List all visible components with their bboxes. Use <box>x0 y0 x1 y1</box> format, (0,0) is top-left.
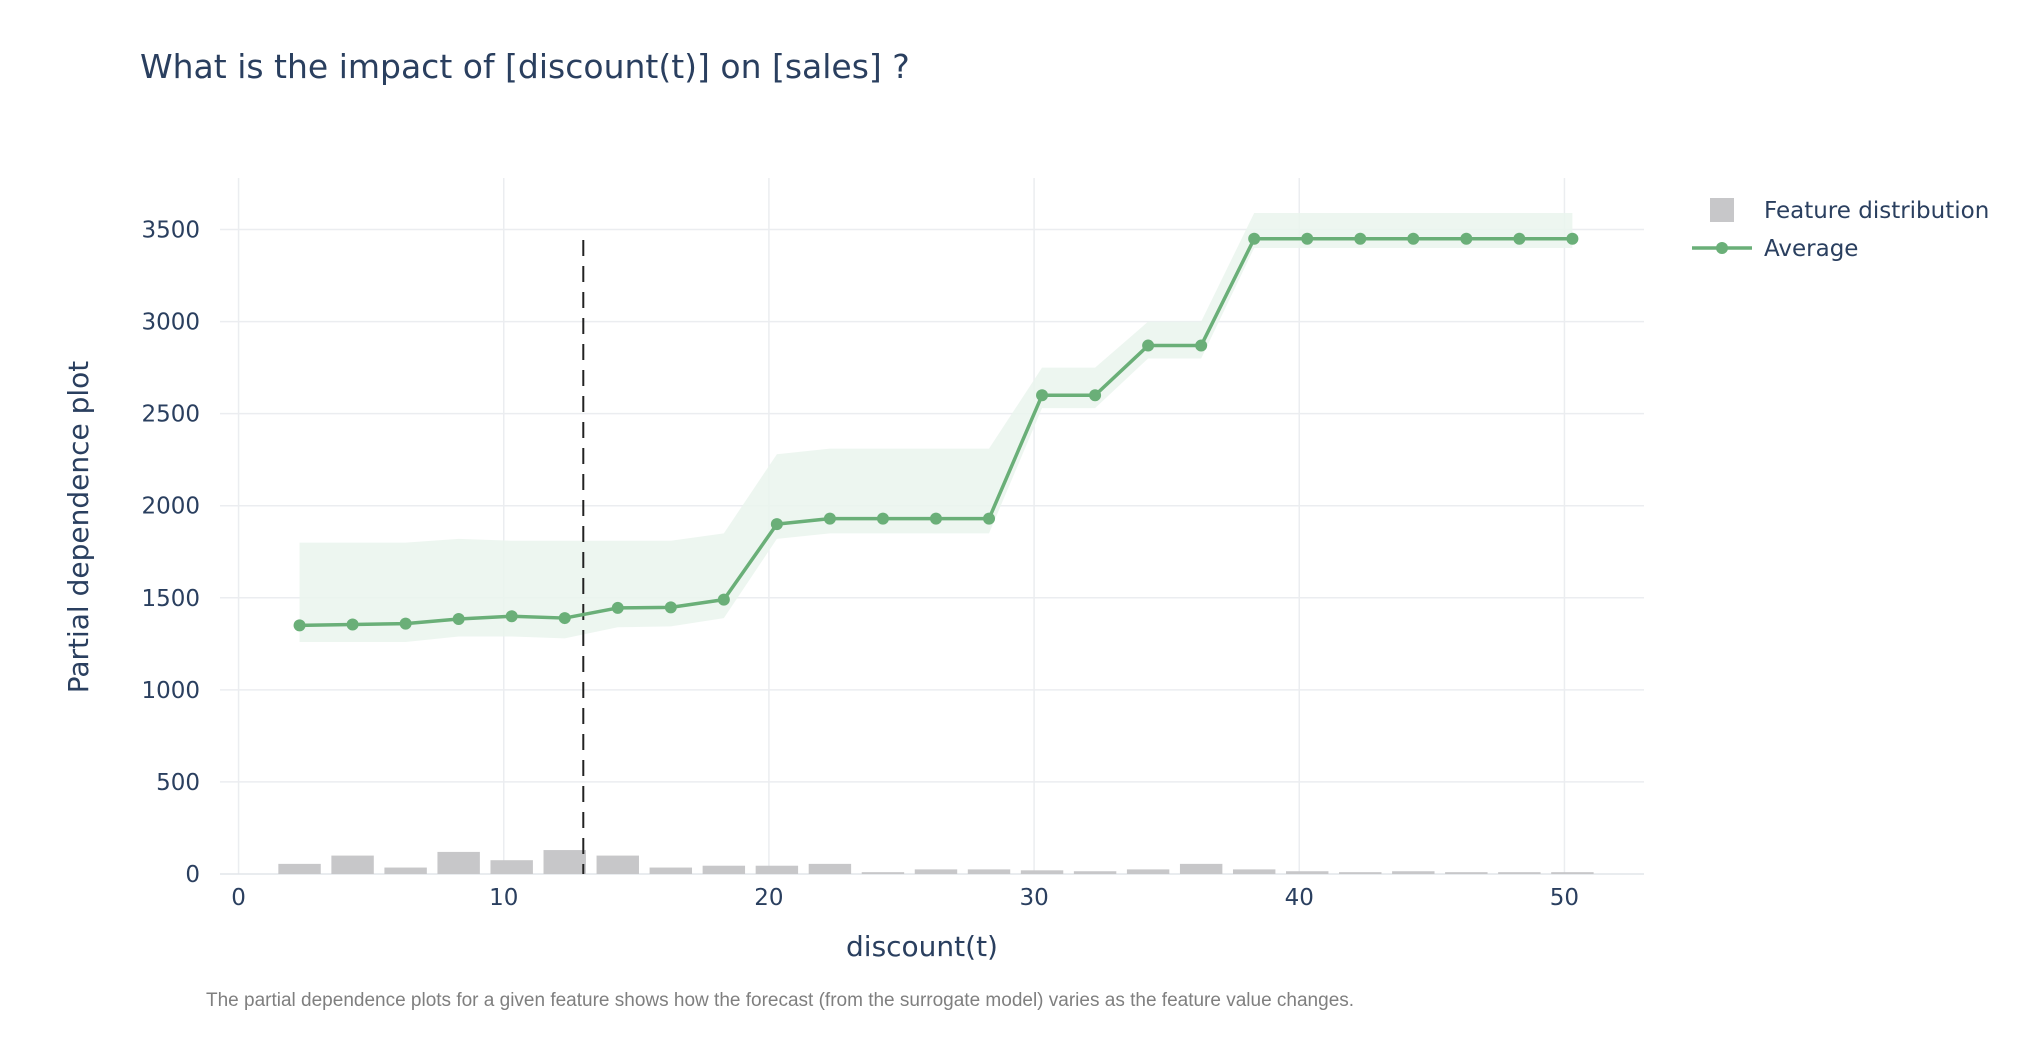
distribution-bar <box>1445 872 1488 874</box>
x-tick-label: 30 <box>1019 885 1048 911</box>
average-series <box>293 232 1579 632</box>
x-tick-label: 20 <box>754 885 783 911</box>
distribution-bar <box>1020 870 1064 874</box>
average-point[interactable] <box>770 518 783 531</box>
y-tick-label: 0 <box>185 862 200 888</box>
distribution-bar <box>384 867 427 874</box>
average-point[interactable] <box>929 512 942 525</box>
average-point[interactable] <box>293 619 306 632</box>
chart-title: What is the impact of [discount(t)] on [… <box>140 47 910 86</box>
average-point[interactable] <box>1248 232 1261 245</box>
chart-caption: The partial dependence plots for a given… <box>206 990 1354 1011</box>
average-point[interactable] <box>346 618 359 631</box>
confidence-band-area <box>299 212 1573 642</box>
average-point[interactable] <box>664 601 677 614</box>
average-point[interactable] <box>1036 389 1049 402</box>
average-point[interactable] <box>1301 232 1314 245</box>
distribution-bar <box>1551 872 1594 874</box>
distribution-bar <box>914 869 958 874</box>
distribution-bar <box>1126 869 1170 874</box>
distribution-bar <box>755 865 799 874</box>
y-tick-label: 2000 <box>141 494 200 520</box>
y-axis-ticks: 0 500 1000 1500 2000 2500 3000 3500 <box>141 218 200 888</box>
average-point[interactable] <box>1089 389 1102 402</box>
legend-item[interactable]: Average <box>1692 236 1858 262</box>
distribution-bar <box>278 863 321 874</box>
average-point[interactable] <box>1566 232 1579 245</box>
legend-label: Average <box>1764 236 1858 262</box>
distribution-bar <box>1232 869 1276 874</box>
distribution-bar <box>596 855 639 874</box>
y-tick-label: 500 <box>156 770 200 796</box>
y-tick-label: 1500 <box>141 586 200 612</box>
average-point[interactable] <box>452 612 465 625</box>
x-tick-label: 0 <box>231 885 246 911</box>
distribution-bar <box>543 850 586 874</box>
average-point[interactable] <box>611 601 624 614</box>
y-tick-label: 3000 <box>141 310 200 336</box>
y-tick-label: 3500 <box>141 218 200 244</box>
average-point[interactable] <box>1142 339 1155 352</box>
distribution-bar <box>861 872 905 874</box>
distribution-bar <box>967 869 1011 874</box>
distribution-bar <box>331 855 374 874</box>
confidence-band <box>299 212 1573 642</box>
distribution-bar <box>1392 871 1435 874</box>
x-tick-label: 10 <box>489 885 518 911</box>
average-point[interactable] <box>1513 232 1526 245</box>
feature-distribution-bars <box>278 850 1594 874</box>
y-axis-label: Partial dependence plot <box>62 361 95 694</box>
average-point[interactable] <box>876 512 889 525</box>
x-axis-ticks: 0 10 20 30 40 50 <box>231 885 1579 911</box>
average-point[interactable] <box>505 610 518 623</box>
average-point[interactable] <box>399 617 412 630</box>
average-point[interactable] <box>823 512 836 525</box>
y-tick-label: 1000 <box>141 678 200 704</box>
y-tick-label: 2500 <box>141 402 200 428</box>
distribution-bar <box>1339 872 1382 874</box>
x-axis-label: discount(t) <box>846 930 998 963</box>
average-point[interactable] <box>1354 232 1367 245</box>
distribution-bar <box>649 867 693 874</box>
average-point[interactable] <box>558 612 571 625</box>
average-point[interactable] <box>1195 339 1208 352</box>
distribution-bar <box>1179 863 1223 874</box>
legend-swatch-bar <box>1710 198 1734 222</box>
distribution-bar <box>808 863 852 874</box>
average-point[interactable] <box>1460 232 1473 245</box>
x-tick-label: 50 <box>1550 885 1579 911</box>
distribution-bar <box>1073 871 1117 874</box>
distribution-bar <box>437 851 480 874</box>
legend[interactable]: Feature distribution Average <box>1692 198 1989 262</box>
x-tick-label: 40 <box>1285 885 1314 911</box>
distribution-bar <box>1286 871 1329 874</box>
average-point[interactable] <box>1407 232 1420 245</box>
legend-label: Feature distribution <box>1764 198 1989 224</box>
distribution-bar <box>702 865 746 874</box>
distribution-bar <box>490 860 533 874</box>
distribution-bar <box>1498 872 1541 874</box>
average-point[interactable] <box>983 512 996 525</box>
legend-swatch-marker <box>1716 242 1728 254</box>
legend-item[interactable]: Feature distribution <box>1710 198 1989 224</box>
average-point[interactable] <box>717 593 730 606</box>
